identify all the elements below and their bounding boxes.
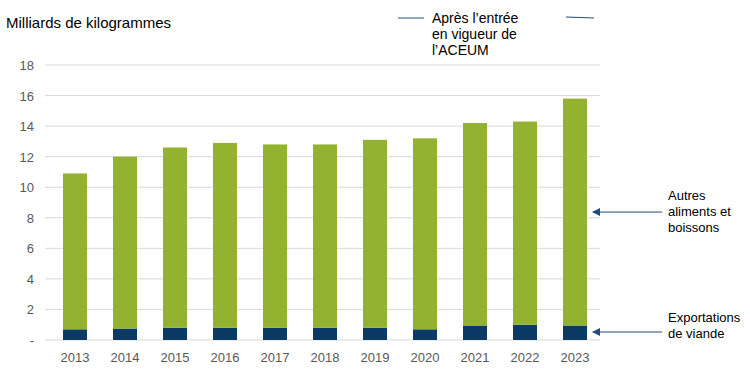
bar: [463, 325, 487, 340]
bar: [163, 328, 187, 340]
x-tick-label: 2017: [261, 350, 290, 365]
x-tick-label: 2019: [361, 350, 390, 365]
grid-line: [45, 65, 600, 66]
annotation: Après l’entréeen vigueur del’ACEUM: [432, 10, 519, 58]
bar: [363, 328, 387, 340]
y-tick-label: 10: [20, 180, 34, 195]
x-tick-label: 2023: [561, 350, 590, 365]
bar: [213, 328, 237, 340]
chart: - 2 4 6 8 10 12 14 16 18 2013 2014 2015 2016 2017 2018 2…: [0, 0, 750, 379]
y-tick-label: 12: [20, 150, 34, 165]
grid-line: [45, 95, 600, 96]
bar: [513, 325, 537, 340]
grid: [45, 65, 600, 340]
y-tick-label: 2: [27, 302, 34, 317]
y-axis-label: Milliards de kilogrammes: [6, 14, 171, 31]
annotation-dash: [398, 18, 424, 19]
bar: [113, 157, 137, 329]
bar: [213, 143, 237, 328]
bar: [313, 144, 337, 327]
y-tick-label: 18: [20, 58, 34, 73]
x-tick-label: 2021: [461, 350, 490, 365]
annotation-dash: [566, 17, 594, 18]
y-tick-label: -: [30, 333, 34, 348]
legend-arrow: [593, 212, 662, 213]
bar: [563, 325, 587, 340]
y-tick-label: 16: [20, 89, 34, 104]
x-tick-label: 2016: [211, 350, 240, 365]
bars: [63, 99, 587, 340]
x-tick-label: 2018: [311, 350, 340, 365]
y-tick-label: 4: [27, 272, 34, 287]
bar: [513, 122, 537, 325]
y-tick-label: 6: [27, 241, 34, 256]
bar: [63, 173, 87, 329]
y-tick-label: 8: [27, 211, 34, 226]
x-tick-label: 2014: [111, 350, 140, 365]
y-tick-label: 14: [20, 119, 34, 134]
x-tick-label: 2022: [511, 350, 540, 365]
legend-arrow: [593, 332, 662, 333]
bar: [263, 144, 287, 327]
bar: [463, 123, 487, 325]
bar: [413, 329, 437, 340]
bar: [563, 99, 587, 326]
bar: [313, 328, 337, 340]
bar: [63, 329, 87, 340]
x-tick-label: 2015: [161, 350, 190, 365]
bar: [363, 140, 387, 328]
bar: [263, 328, 287, 340]
bar: [163, 148, 187, 328]
bar: [413, 138, 437, 329]
x-tick-label: 2020: [411, 350, 440, 365]
bar: [113, 329, 137, 340]
legend-label: Exportationsde viande: [668, 310, 741, 341]
legend-label: Autresaliments etboissons: [668, 188, 731, 235]
x-tick-label: 2013: [61, 350, 90, 365]
